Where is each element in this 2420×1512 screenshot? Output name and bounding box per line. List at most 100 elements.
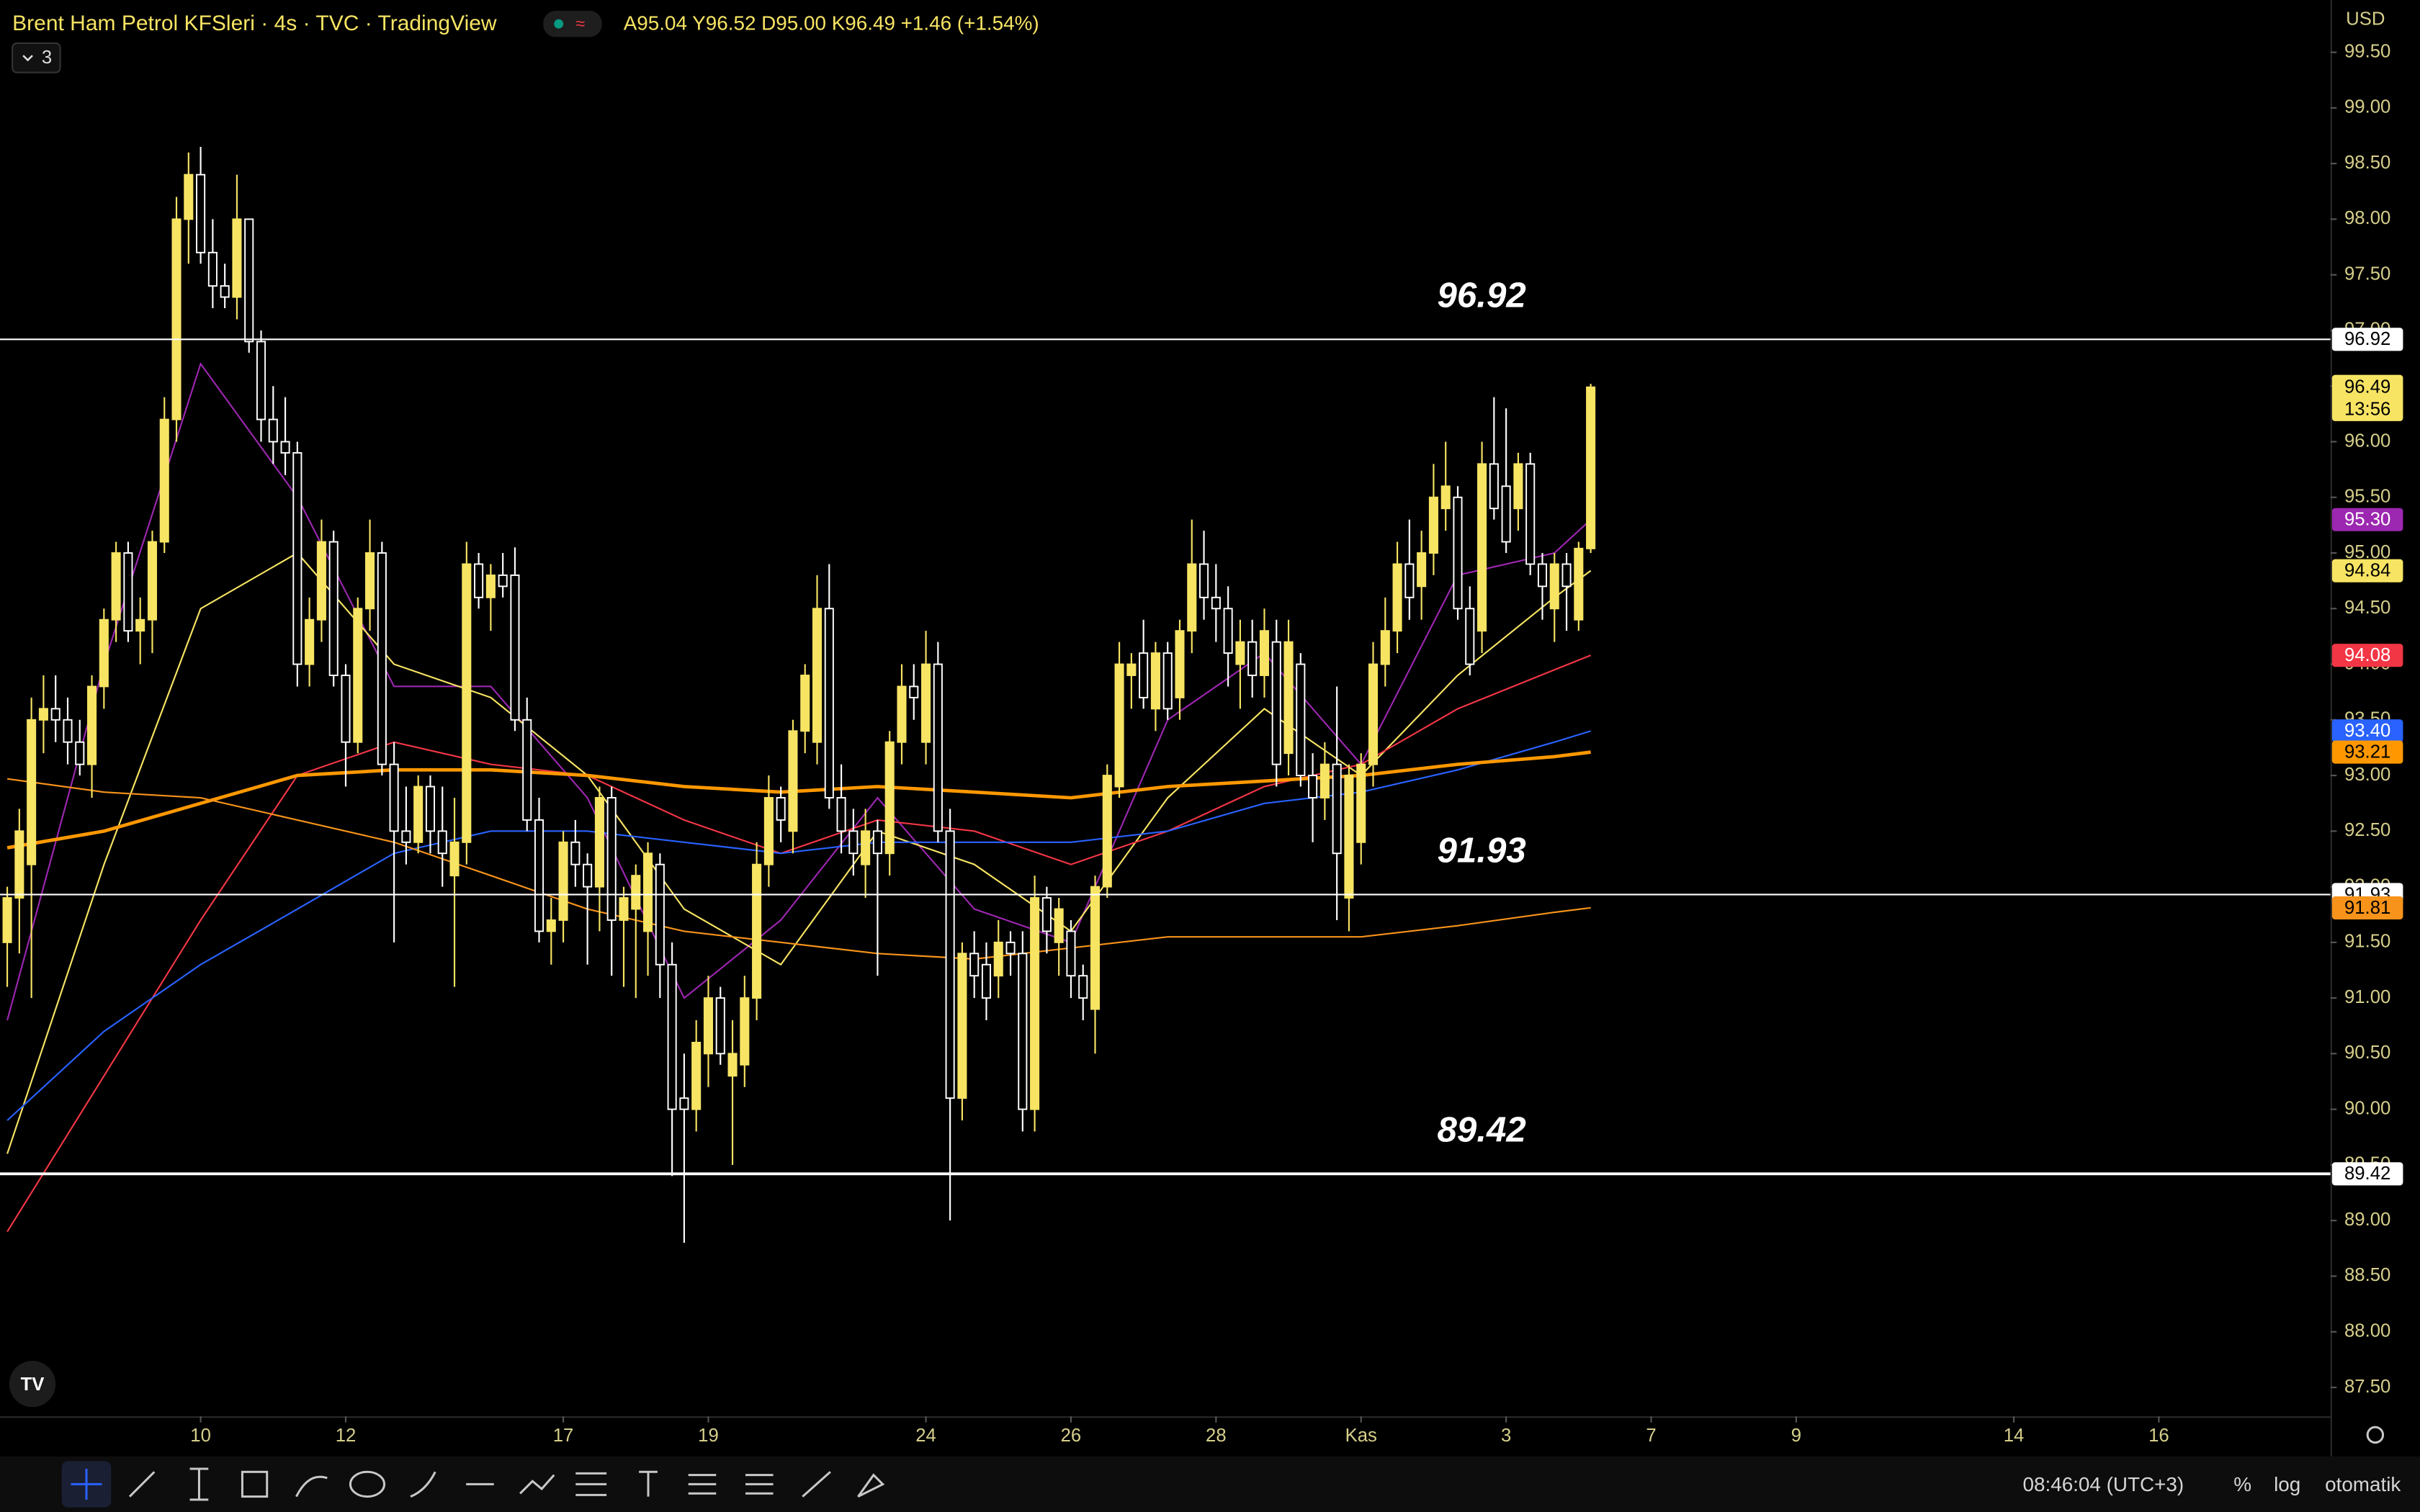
candle-body [220,285,230,298]
candle-body [1513,463,1523,510]
candle-body [752,863,762,999]
candle-body [123,552,133,632]
candle-body [2,897,12,943]
ellipse-tool[interactable] [349,1470,386,1498]
crosshair-tool[interactable] [71,1469,102,1500]
moving-average [6,778,1591,960]
y-tick-label: 89.00 [2344,1210,2390,1230]
log-toggle[interactable]: log [2274,1473,2300,1495]
candle-body [631,875,641,910]
candle-body [474,563,484,598]
candle-body [679,1097,689,1110]
candle-body [50,708,60,721]
candle-body [256,341,266,420]
candle-body [425,786,436,832]
brush-tool[interactable] [295,1475,328,1498]
price-tags: 96.9291.9389.4295.3094.8494.0893.4093.21… [2331,328,2403,1186]
candle-body [280,441,290,454]
candle-body [897,685,907,743]
y-tick-label: 99.00 [2344,97,2390,117]
y-tick-label: 97.50 [2344,264,2390,284]
candle-body [1090,886,1101,1010]
ma-tag-label: 93.40 [2344,721,2390,741]
candle-body [365,552,375,610]
indicator-toggle[interactable] [12,42,61,73]
trendline-tool[interactable] [128,1471,156,1498]
candle-body [1162,652,1173,710]
candle-body [75,741,85,765]
candle-body [546,919,556,932]
candle-body [87,685,97,765]
candle-body [1501,485,1511,543]
market-status [554,19,564,29]
delay-icon: ≈ [575,14,585,33]
x-tick-label: 14 [2004,1426,2025,1446]
currency-label[interactable]: USD [2346,9,2385,30]
y-tick-label: 92.50 [2344,820,2390,840]
ma-tag-label: 91.81 [2344,898,2390,918]
pattern-tool[interactable] [688,1474,717,1495]
candle-body [135,618,145,632]
candle-body [522,719,532,821]
y-tick-label: 90.00 [2344,1098,2390,1118]
level-tag-label: 96.92 [2344,329,2390,349]
percent-toggle[interactable]: % [2233,1473,2251,1495]
polyline-tool[interactable] [519,1474,555,1495]
candle-body [159,418,169,543]
candle-body [1235,641,1245,665]
x-tick-label: Kas [1345,1426,1377,1446]
candle-body [462,563,472,843]
candle-body [244,218,254,343]
candle-body [1005,941,1016,955]
candle-body [99,618,109,688]
indicator-count: 3 [42,48,52,68]
candle-body [1586,386,1596,549]
candle-body [1477,463,1487,632]
candle-body [1211,596,1221,610]
candle-body [14,830,24,899]
y-tick-label: 87.50 [2344,1377,2390,1397]
y-tick-label: 96.00 [2344,431,2390,451]
auto-toggle[interactable]: otomatik [2325,1473,2401,1495]
tv-logo-mark: TV [21,1374,45,1395]
candle-body [268,418,278,443]
rectangle-tool[interactable] [241,1470,269,1498]
x-tick-label: 17 [553,1426,574,1446]
eraser-tool[interactable] [857,1473,885,1498]
candle-body [1392,563,1402,632]
ohlc-legend: A95.04 Y96.52 D95.00 K96.49 +1.46 (+1.54… [624,12,1039,35]
text-tool[interactable] [639,1470,658,1497]
candle-body [872,830,882,855]
forecast-tool[interactable] [745,1474,774,1495]
candle-body [27,719,37,865]
path-tool[interactable] [410,1471,436,1498]
y-tick-label: 91.50 [2344,932,2390,952]
ruler-tool[interactable] [802,1471,831,1498]
candle-body [1126,663,1137,676]
candle-body [353,608,363,743]
settings-icon[interactable] [2366,1426,2385,1444]
x-tick-label: 24 [915,1426,936,1446]
candle-body [377,552,387,765]
tv-logo[interactable] [9,1361,56,1408]
candle-body [498,574,508,588]
candle-body [485,574,496,598]
candle-body [341,675,351,743]
level-label: 89.42 [1437,1110,1525,1149]
ma-tag [2331,559,2403,582]
candle-body [1199,563,1209,598]
candle-body [1175,630,1185,698]
candle-body [1344,775,1354,899]
drawing-tools [61,1426,2385,1508]
text-cursor-tool[interactable] [189,1467,209,1501]
candle-body [328,541,339,676]
last-price-tag [2331,374,2403,421]
y-tick-label: 95.00 [2344,542,2390,562]
candle-body [800,675,810,732]
candle-body [1465,608,1475,665]
fib-tool[interactable] [575,1472,607,1496]
candle-body [232,218,242,298]
candle-body [316,541,326,621]
ma-tag [2331,896,2403,920]
candle-body [824,608,834,798]
